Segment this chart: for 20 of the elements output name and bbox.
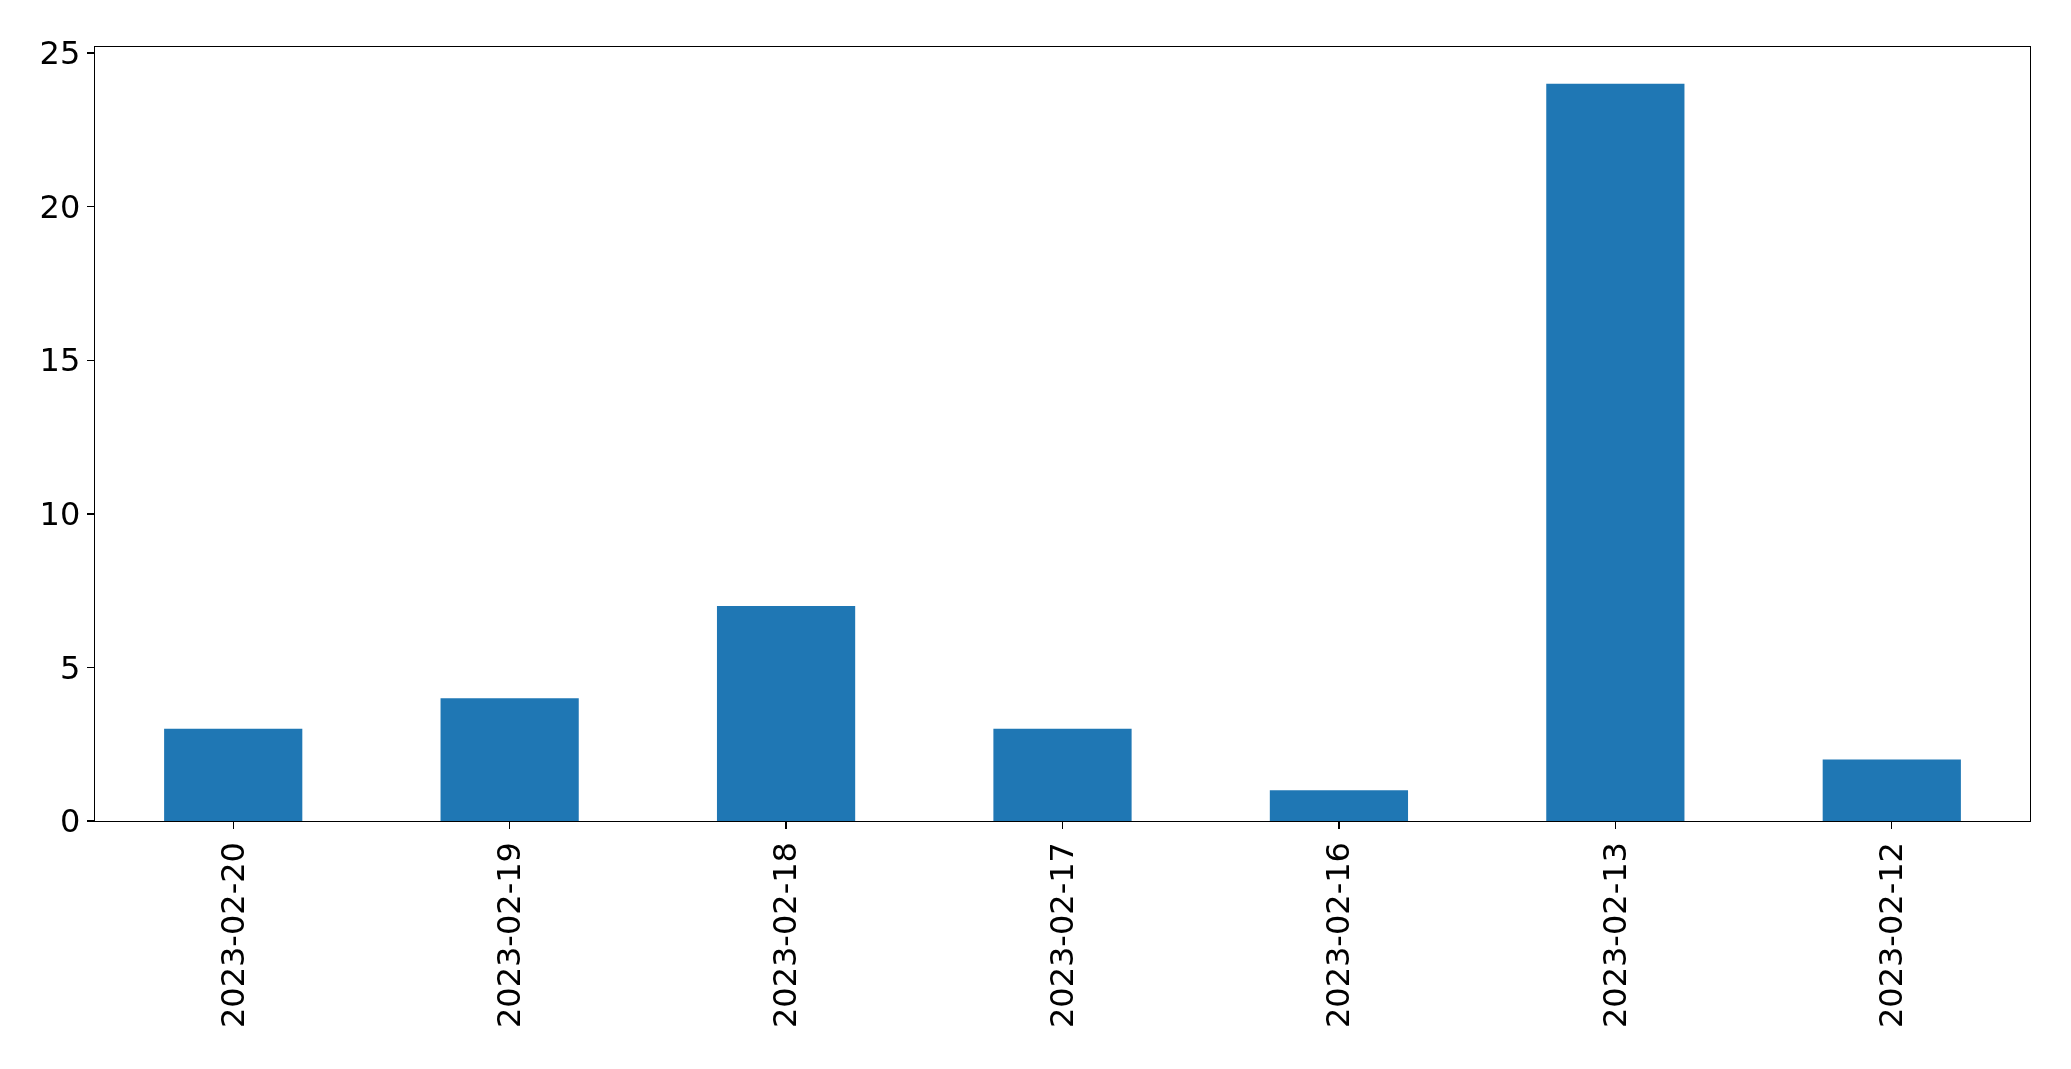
x-tick-label: 2023-02-18 bbox=[766, 842, 805, 1029]
bar bbox=[1546, 83, 1685, 821]
y-tick-label: 20 bbox=[39, 187, 81, 226]
bar bbox=[1822, 759, 1961, 821]
y-tick-label: 5 bbox=[59, 648, 81, 687]
bar bbox=[716, 606, 856, 821]
bar bbox=[1269, 790, 1409, 821]
x-tick-label: 2023-02-13 bbox=[1595, 842, 1634, 1029]
x-tick-label: 2023-02-16 bbox=[1319, 842, 1358, 1029]
x-tick-label: 2023-02-12 bbox=[1872, 842, 1911, 1029]
bar bbox=[440, 698, 579, 821]
y-tick-label: 10 bbox=[39, 495, 81, 534]
x-tick-label: 2023-02-17 bbox=[1042, 842, 1081, 1029]
x-tick-label: 2023-02-19 bbox=[490, 842, 529, 1029]
bar bbox=[993, 728, 1132, 821]
y-tick-label: 0 bbox=[59, 802, 81, 841]
x-tick-label: 2023-02-20 bbox=[213, 842, 252, 1029]
y-tick-label: 15 bbox=[39, 341, 81, 380]
bar bbox=[164, 728, 303, 821]
y-tick-label: 25 bbox=[39, 34, 81, 73]
